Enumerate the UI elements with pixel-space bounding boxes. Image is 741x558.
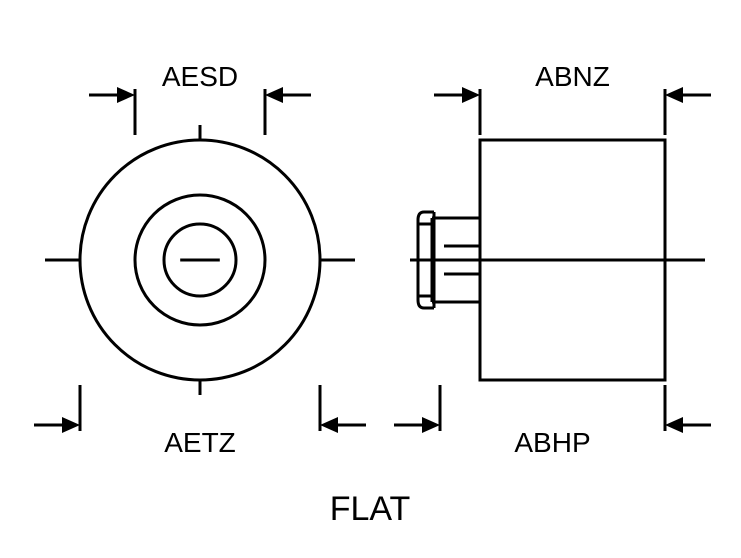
engineering-diagram: AESD AETZ ABNZ ABHP FLAT xyxy=(0,0,741,558)
dimension-label-abnz: ABNZ xyxy=(535,61,610,93)
dimension-label-aesd: AESD xyxy=(162,61,238,93)
dimension-label-abhp: ABHP xyxy=(514,427,590,459)
dimension-label-aetz: AETZ xyxy=(164,427,236,459)
diagram-caption: FLAT xyxy=(330,490,411,529)
diagram-svg xyxy=(0,0,741,558)
